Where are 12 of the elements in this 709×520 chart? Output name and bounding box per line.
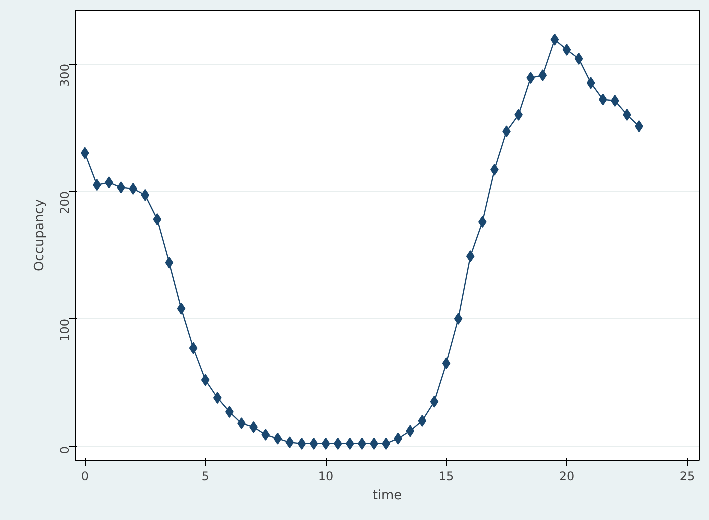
y-tick-label: 0 [58, 446, 72, 454]
y-axis-title: Occupancy [32, 199, 48, 272]
x-tick-label: 15 [438, 470, 454, 484]
y-tick-label: 100 [58, 318, 72, 342]
y-tick-label: 200 [58, 192, 72, 214]
x-tick-label: 10 [318, 470, 334, 484]
y-tick-label: 300 [58, 64, 72, 87]
x-tick-label: 5 [202, 470, 210, 484]
x-tick-label: 0 [81, 470, 89, 484]
x-axis-title: time [372, 488, 402, 504]
x-tick-label: 25 [680, 470, 696, 484]
x-tick-label: 20 [559, 470, 575, 484]
